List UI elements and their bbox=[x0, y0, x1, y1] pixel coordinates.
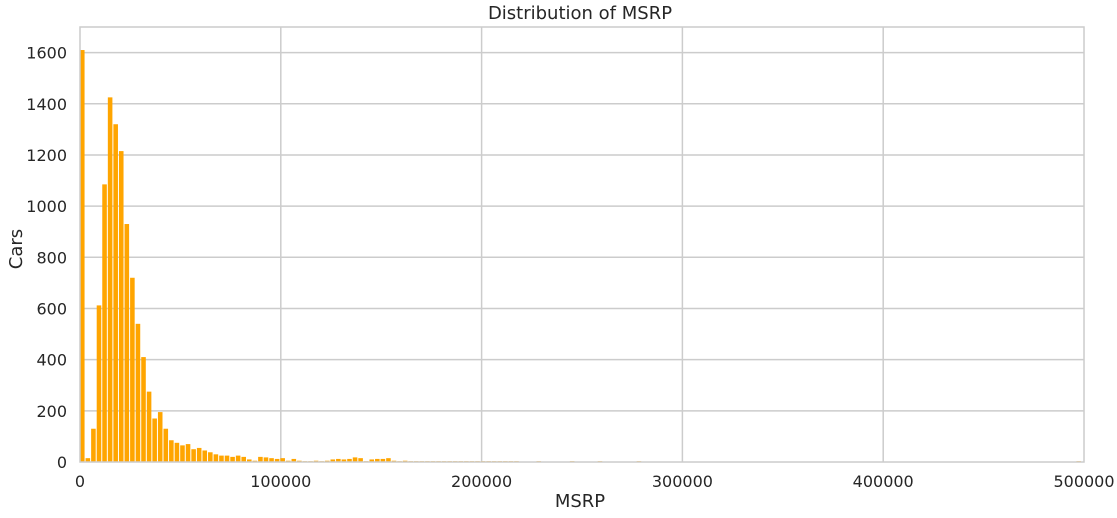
histogram-bar bbox=[80, 50, 85, 462]
histogram-bar bbox=[152, 418, 157, 462]
histogram-bar bbox=[130, 277, 135, 462]
histogram-bar bbox=[341, 459, 347, 462]
histogram-bar bbox=[224, 455, 230, 462]
histogram-bar bbox=[241, 456, 246, 462]
x-tick-label: 100000 bbox=[250, 472, 311, 491]
histogram-bar bbox=[213, 454, 219, 462]
histogram-bar bbox=[336, 458, 341, 462]
plot-frame bbox=[79, 26, 1085, 463]
x-tick-label: 400000 bbox=[853, 472, 914, 491]
histogram-bars bbox=[80, 50, 1081, 462]
histogram-bar bbox=[291, 458, 297, 462]
histogram-bar bbox=[107, 97, 113, 462]
y-tick-label: 800 bbox=[36, 248, 67, 267]
histogram-bar bbox=[118, 151, 124, 462]
histogram-bar bbox=[113, 124, 118, 462]
histogram-bar bbox=[157, 412, 163, 462]
histogram-bar bbox=[185, 444, 191, 462]
histogram-bar bbox=[169, 440, 174, 462]
histogram-bar bbox=[263, 457, 269, 462]
y-tick-label: 1000 bbox=[26, 197, 67, 216]
histogram-bar bbox=[380, 458, 386, 462]
y-tick-label: 1600 bbox=[26, 44, 67, 63]
x-tick-label: 0 bbox=[75, 472, 85, 491]
histogram-bar bbox=[258, 456, 263, 462]
y-tick-label: 600 bbox=[36, 299, 67, 318]
histogram-bar bbox=[124, 224, 130, 462]
histogram-bar bbox=[219, 455, 224, 462]
histogram-bar bbox=[274, 458, 280, 462]
histogram-bar bbox=[196, 447, 202, 462]
x-axis-label: MSRP bbox=[555, 491, 605, 512]
x-tick-label: 500000 bbox=[1053, 472, 1114, 491]
x-axis-ticks: 0 100000 200000 300000 400000 500000 bbox=[75, 472, 1115, 491]
histogram-bar bbox=[85, 458, 91, 462]
histogram-bar bbox=[191, 449, 196, 462]
histogram-bar bbox=[141, 357, 146, 462]
histogram-bar bbox=[91, 428, 96, 462]
histogram-bar bbox=[347, 458, 352, 462]
histogram-bar bbox=[146, 391, 152, 462]
histogram-bar bbox=[246, 459, 252, 462]
histogram-bar bbox=[174, 442, 180, 462]
histogram-bar bbox=[369, 459, 375, 462]
chart-title: Distribution of MSRP bbox=[488, 3, 672, 24]
histogram-bar bbox=[230, 456, 235, 462]
histogram-bar bbox=[163, 428, 169, 462]
histogram-bar bbox=[375, 458, 380, 462]
histogram-bar bbox=[280, 458, 285, 462]
y-tick-label: 1400 bbox=[26, 95, 67, 114]
y-tick-label: 200 bbox=[36, 402, 67, 421]
histogram-bar bbox=[135, 323, 141, 462]
histogram-bar bbox=[208, 452, 213, 462]
histogram-bar bbox=[352, 457, 358, 462]
y-axis-label: Cars bbox=[6, 229, 27, 269]
histogram-bar bbox=[330, 459, 336, 462]
histogram-bar bbox=[202, 450, 208, 462]
histogram-bar bbox=[96, 305, 102, 462]
y-axis-ticks: 0 200 400 600 800 1000 1200 1400 1600 bbox=[26, 44, 67, 472]
histogram-bar bbox=[235, 455, 241, 462]
grid-lines bbox=[80, 27, 1084, 462]
histogram-bar bbox=[358, 458, 363, 462]
x-tick-label: 300000 bbox=[652, 472, 713, 491]
histogram-bar bbox=[102, 184, 107, 462]
y-tick-label: 0 bbox=[57, 453, 67, 472]
y-tick-label: 1200 bbox=[26, 146, 67, 165]
y-tick-label: 400 bbox=[36, 351, 67, 370]
histogram-bar bbox=[386, 458, 391, 462]
histogram-bar bbox=[180, 445, 185, 462]
histogram-bar bbox=[269, 458, 274, 462]
x-tick-label: 200000 bbox=[451, 472, 512, 491]
